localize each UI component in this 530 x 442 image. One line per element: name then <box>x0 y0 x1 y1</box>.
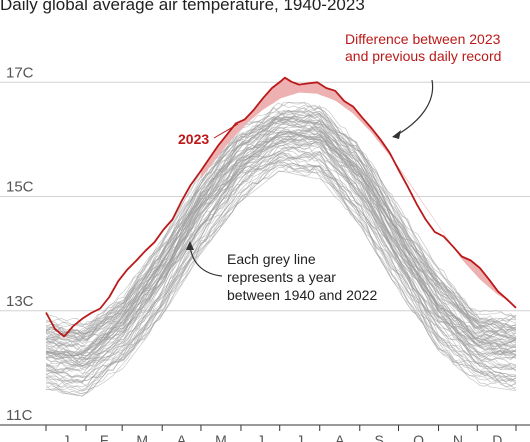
y-tick-label: 11C <box>6 407 33 424</box>
record-difference-arrow <box>394 79 434 137</box>
x-tick-label: M <box>136 432 148 442</box>
record-difference-arrowhead <box>392 130 401 139</box>
grey-lines-note-line-1: Each grey line <box>227 251 316 267</box>
annotation-2023: 2023 <box>178 123 239 147</box>
grey-year-line <box>45 139 517 370</box>
grey-year-line <box>45 111 517 346</box>
grey-year-line <box>45 159 517 390</box>
series-label-2023-leader <box>213 123 239 139</box>
grey-year-line <box>45 170 517 397</box>
grey-lines-note-line-3: between 1940 and 2022 <box>227 287 377 303</box>
grey-year-line <box>45 160 517 388</box>
grey-year-line <box>45 110 517 337</box>
grey-year-line <box>45 146 517 376</box>
grey-year-line <box>45 104 517 336</box>
x-tick-label: D <box>492 432 502 442</box>
grey-year-line <box>45 101 517 328</box>
x-tick-label: A <box>177 432 187 442</box>
x-tick-label: J <box>296 432 303 442</box>
record-difference-line-1: Difference between 2023 <box>345 31 501 47</box>
x-tick-label: A <box>335 432 345 442</box>
x-tick-label: S <box>374 432 383 442</box>
annotation-record-difference: Difference between 2023 and previous dai… <box>345 31 501 139</box>
grey-year-line <box>45 138 517 369</box>
grey-year-line <box>45 154 517 384</box>
grey-year-line <box>45 167 517 397</box>
grey-year-line <box>45 145 517 371</box>
y-tick-label: 17C <box>6 64 34 81</box>
grey-year-lines <box>45 101 517 397</box>
grey-year-line <box>45 150 517 378</box>
chart-title: Daily global average air temperature, 19… <box>0 0 365 14</box>
x-tick-label: N <box>453 432 463 442</box>
grey-year-line <box>45 122 517 349</box>
series-label-2023: 2023 <box>178 131 209 147</box>
grey-year-line <box>45 156 517 391</box>
x-tick-label: O <box>413 432 424 442</box>
grey-year-line <box>45 150 517 383</box>
x-tick-label: M <box>215 432 227 442</box>
x-tick-label: F <box>100 432 109 442</box>
y-tick-label: 15C <box>6 179 34 196</box>
grey-year-line <box>45 124 517 357</box>
series-line-2023 <box>45 76 517 338</box>
record-difference-line-2: and previous daily record <box>345 48 501 64</box>
y-axis-ticks: 11C 13C 15C 17C <box>6 64 34 424</box>
grey-year-line <box>45 161 517 388</box>
grey-year-line <box>45 139 517 367</box>
grey-year-line <box>45 115 517 347</box>
grey-year-line <box>45 129 517 356</box>
grey-lines-arrowhead <box>186 241 194 250</box>
x-tick-label: J <box>257 432 264 442</box>
grey-lines-note-line-2: represents a year <box>227 269 336 285</box>
annotation-grey-lines: Each grey line represents a year between… <box>186 241 377 303</box>
grey-year-line <box>45 160 517 392</box>
x-tick-label: J <box>63 432 70 442</box>
y-tick-label: 13C <box>6 293 34 310</box>
grey-year-line <box>45 129 517 356</box>
grey-year-line <box>45 106 517 339</box>
